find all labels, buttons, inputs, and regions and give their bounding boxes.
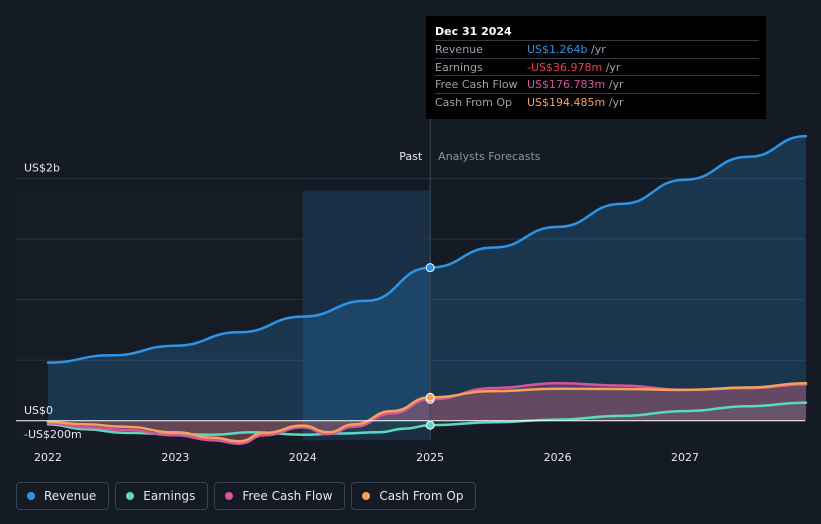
tooltip-amount: -US$36.978m — [527, 60, 603, 74]
series-areas — [48, 136, 806, 444]
tooltip-amount: US$176.783m — [527, 78, 606, 91]
legend-item-free-cash-flow[interactable]: Free Cash Flow — [214, 482, 346, 510]
legend-label: Cash From Op — [379, 489, 464, 503]
tooltip-value: US$1.264b /yr — [527, 43, 606, 56]
series-markers — [425, 263, 435, 430]
forecast-label: Analysts Forecasts — [438, 150, 541, 163]
gridlines — [16, 177, 805, 361]
cash-from-op-line — [46, 381, 808, 443]
tooltip: Dec 31 2024 Revenue US$1.264b /yr Earnings… — [426, 16, 766, 119]
tooltip-amount: US$194.485m — [527, 95, 606, 109]
y-tick-label: -US$200m — [24, 428, 82, 441]
cash-from-op-marker — [425, 392, 435, 402]
free-cash-flow-area — [48, 383, 806, 444]
tooltip-label: Revenue — [435, 43, 483, 56]
x-tick-label: 2026 — [544, 451, 572, 464]
tooltip-amount: US$1.264b — [527, 43, 588, 56]
tooltip-label: Free Cash Flow — [435, 78, 518, 91]
tooltip-unit: /yr — [605, 95, 624, 109]
x-tick-label: 2024 — [289, 451, 317, 464]
tooltip-unit: /yr — [587, 43, 606, 56]
series-lines — [46, 134, 808, 446]
tooltip-row-revenue: Revenue US$1.264b /yr — [435, 40, 759, 58]
x-tick-label: 2027 — [671, 451, 699, 464]
tooltip-row-free-cash-flow: Free Cash Flow US$176.783m /yr — [435, 75, 759, 93]
tooltip-row-earnings: Earnings -US$36.978m /yr — [435, 57, 759, 76]
x-tick-label: 2023 — [161, 451, 189, 464]
free-cash-flow-line — [46, 381, 808, 446]
highlight-band — [302, 190, 431, 440]
earnings-marker — [425, 420, 435, 430]
cash-from-op-area — [48, 383, 806, 442]
y-axis-labels: US$2b US$0 -US$200m — [24, 161, 82, 441]
revenue-marker — [425, 263, 435, 273]
legend-item-earnings[interactable]: Earnings — [115, 482, 209, 510]
tooltip-unit: /yr — [602, 60, 621, 74]
legend-item-revenue[interactable]: Revenue — [16, 482, 110, 510]
legend: Revenue Earnings Free Cash Flow Cash From O… — [16, 482, 477, 512]
earnings-area — [48, 402, 806, 435]
tooltip-label: Cash From Op — [435, 95, 513, 109]
tooltip-value: -US$36.978m /yr — [527, 61, 620, 74]
legend-dot-icon — [362, 492, 371, 500]
revenue-line — [46, 134, 808, 364]
y-tick-label: US$0 — [24, 404, 53, 417]
tooltip-row-cash-from-op: Cash From Op US$194.485m /yr — [435, 92, 759, 111]
tooltip-value: US$176.783m /yr — [527, 78, 624, 91]
legend-item-cash-from-op[interactable]: Cash From Op — [351, 482, 477, 510]
tooltip-value: US$194.485m /yr — [527, 96, 624, 109]
legend-label: Free Cash Flow — [242, 489, 333, 503]
tooltip-unit: /yr — [605, 78, 624, 91]
legend-dot-icon — [225, 492, 234, 500]
legend-label: Revenue — [44, 489, 97, 503]
tooltip-date: Dec 31 2024 — [435, 25, 512, 38]
x-tick-label: 2025 — [416, 451, 444, 464]
y-tick-label: US$2b — [24, 161, 60, 174]
legend-dot-icon — [126, 492, 135, 500]
past-label: Past — [399, 150, 423, 163]
tooltip-label: Earnings — [435, 60, 483, 74]
x-tick-label: 2022 — [34, 451, 62, 464]
x-axis-labels: 2022 2023 2024 2025 2026 2027 — [34, 451, 699, 464]
legend-label: Earnings — [143, 489, 196, 503]
revenue-area — [48, 136, 806, 421]
legend-dot-icon — [27, 492, 35, 500]
